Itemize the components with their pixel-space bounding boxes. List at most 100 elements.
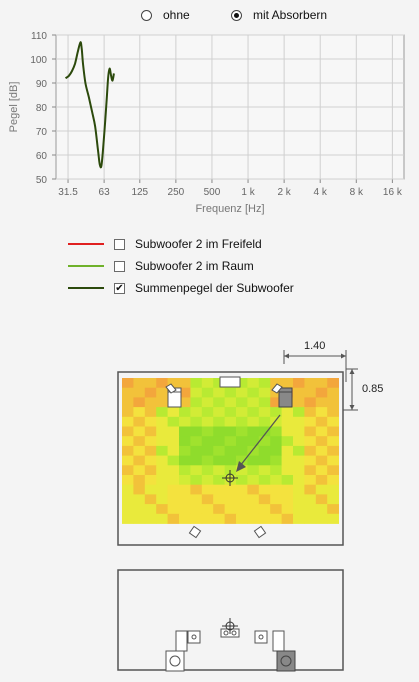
legend-label-sum: Summenpegel der Subwoofer xyxy=(135,281,294,295)
subwoofer-1-side[interactable] xyxy=(165,650,185,672)
heatmap-cell xyxy=(213,484,225,495)
heatmap-cell xyxy=(167,455,180,466)
dimension-width xyxy=(283,350,347,382)
heatmap-cell xyxy=(156,494,168,505)
heatmap-cell xyxy=(247,484,260,495)
heatmap-cell xyxy=(190,387,203,398)
heatmap-cell xyxy=(327,436,339,447)
heatmap-cell xyxy=(213,445,225,456)
heatmap-cell xyxy=(201,436,214,447)
legend-item-sum[interactable]: ✔ Summenpegel der Subwoofer xyxy=(68,280,294,296)
heatmap-cell xyxy=(201,397,214,408)
heatmap-cell xyxy=(156,387,168,398)
heatmap-cell xyxy=(190,426,203,437)
radio-with-absorbers-dot[interactable] xyxy=(231,9,242,21)
heatmap-cell xyxy=(224,504,237,515)
heatmap-cell xyxy=(144,378,157,389)
speaker-right-top xyxy=(271,383,283,394)
legend-item-room[interactable]: Subwoofer 2 im Raum xyxy=(68,258,254,274)
mode-selector: ohne mit Absorbern xyxy=(0,0,419,30)
radio-with-absorbers[interactable]: mit Absorbern xyxy=(231,8,327,22)
heatmap-cell xyxy=(258,397,271,408)
heatmap-cell xyxy=(144,416,157,427)
heatmap-cell xyxy=(156,484,168,495)
subwoofer-2-side[interactable] xyxy=(276,650,296,672)
heatmap-cell xyxy=(167,513,180,524)
listener-side xyxy=(220,618,240,638)
heatmap-cell xyxy=(144,455,157,466)
listener-position[interactable] xyxy=(222,470,238,486)
heatmap-cell xyxy=(144,504,157,515)
heatmap-cell xyxy=(190,445,203,456)
heatmap-cell xyxy=(315,475,328,486)
heatmap-cell xyxy=(224,416,237,427)
heatmap-cell xyxy=(247,465,260,476)
heatmap-cell xyxy=(281,416,294,427)
heatmap-cell xyxy=(179,426,191,437)
heatmap-cell xyxy=(144,445,157,456)
legend-line-room xyxy=(68,265,104,267)
legend-checkbox-freefield[interactable] xyxy=(114,238,125,250)
heatmap-cell xyxy=(315,436,328,447)
x-tick-label: 4 k xyxy=(314,187,328,198)
heatmap-cell xyxy=(281,378,294,389)
heatmap-cell xyxy=(133,504,146,515)
heatmap-cell xyxy=(270,416,282,427)
heatmap-cell xyxy=(258,484,271,495)
heatmap-cell xyxy=(156,455,168,466)
heatmap-cell xyxy=(122,494,134,505)
heatmap-cell xyxy=(247,387,260,398)
heatmap-cell xyxy=(144,426,157,437)
heatmap-cell xyxy=(213,378,225,389)
heatmap-cell xyxy=(156,397,168,408)
heatmap-cell xyxy=(201,426,214,437)
heatmap-cell xyxy=(133,445,146,456)
legend-checkbox-sum[interactable]: ✔ xyxy=(114,282,125,294)
heatmap-cell xyxy=(179,465,191,476)
heatmap-cell xyxy=(224,513,237,524)
heatmap-cell xyxy=(122,475,134,486)
heatmap-cell xyxy=(133,387,146,398)
subwoofer-2-top[interactable] xyxy=(278,387,293,408)
heatmap-cell xyxy=(270,513,282,524)
x-axis-title: Frequenz [Hz] xyxy=(195,203,264,215)
series-line-sum xyxy=(64,41,115,169)
heatmap-cell xyxy=(179,513,191,524)
heatmap-cell xyxy=(179,378,191,389)
heatmap-cell xyxy=(224,494,237,505)
heatmap-cell xyxy=(213,504,225,515)
heatmap-cell xyxy=(213,387,225,398)
heatmap-cell xyxy=(236,426,248,437)
heatmap-cell xyxy=(122,513,134,524)
radio-without-dot[interactable] xyxy=(141,9,152,21)
heatmap-cell xyxy=(122,416,134,427)
heatmap-cell xyxy=(213,426,225,437)
heatmap-cell xyxy=(247,426,260,437)
radio-without[interactable]: ohne xyxy=(141,8,190,22)
heatmap-cell xyxy=(156,504,168,515)
heatmap-cell xyxy=(270,465,282,476)
heatmap-cell xyxy=(315,504,328,515)
heatmap-cell xyxy=(156,378,168,389)
heatmap-cell xyxy=(122,397,134,408)
legend-item-freefield[interactable]: Subwoofer 2 im Freifeld xyxy=(68,236,262,252)
heatmap-cell xyxy=(327,494,339,505)
heatmap-cell xyxy=(201,445,214,456)
heatmap-cell xyxy=(270,504,282,515)
heatmap-cell xyxy=(144,465,157,476)
heatmap-cell xyxy=(293,387,305,398)
legend-line-sum xyxy=(68,287,104,289)
sound-direction-arrow xyxy=(236,414,281,472)
heatmap-cell xyxy=(190,416,203,427)
y-tick-label: 50 xyxy=(36,175,48,186)
heatmap-cell xyxy=(144,407,157,418)
heatmap-cell xyxy=(327,445,339,456)
heatmap-cell xyxy=(144,397,157,408)
heatmap-cell xyxy=(201,455,214,466)
heatmap-cell xyxy=(315,445,328,456)
heatmap-cell xyxy=(144,475,157,486)
heatmap-cell xyxy=(122,465,134,476)
heatmap-cell xyxy=(258,465,271,476)
heatmap-cell xyxy=(167,465,180,476)
legend-checkbox-room[interactable] xyxy=(114,260,125,272)
